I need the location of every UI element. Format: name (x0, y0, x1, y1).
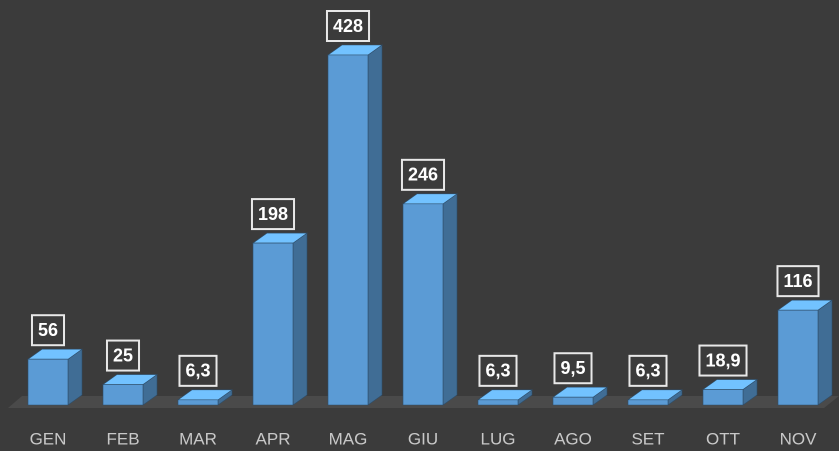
bar-front (477, 399, 519, 406)
value-label-box (30, 314, 66, 347)
x-tick-label: GIU (408, 429, 438, 448)
value-label-box (698, 344, 748, 377)
value-label: 9,5 (560, 358, 585, 378)
value-label: 6,3 (485, 361, 510, 381)
value-label: 428 (333, 16, 363, 36)
bar (552, 386, 608, 406)
bar (702, 378, 758, 406)
value-label-box (478, 354, 518, 387)
bar-front (102, 384, 144, 406)
x-tick-label: NOV (780, 429, 818, 448)
value-label: 6,3 (635, 361, 660, 381)
bar-front (402, 203, 444, 406)
bar (177, 389, 233, 406)
bar-front (177, 399, 219, 406)
value-label-box (400, 158, 446, 191)
value-label-box (628, 354, 668, 387)
value-label: 18,9 (705, 350, 740, 370)
bar-front (252, 242, 294, 406)
value-label-box (178, 354, 218, 387)
x-tick-label: SET (631, 429, 664, 448)
value-label: 198 (258, 204, 288, 224)
x-tick-label: FEB (106, 429, 139, 448)
bar (627, 389, 683, 406)
bar (27, 348, 83, 406)
value-label: 6,3 (185, 361, 210, 381)
bar (402, 193, 458, 406)
bar-front (327, 54, 369, 406)
value-label: 25 (113, 345, 133, 365)
x-tick-label: MAG (329, 429, 368, 448)
bar-side (817, 299, 833, 406)
bar-front (27, 358, 69, 406)
bar-front (777, 309, 819, 406)
x-tick-label: APR (256, 429, 291, 448)
bar-side (292, 232, 308, 406)
bar-front (702, 389, 744, 406)
value-label: 246 (408, 165, 438, 185)
value-label-box (105, 339, 141, 372)
bar-front (627, 399, 669, 406)
bar (777, 299, 833, 406)
value-label-box (325, 10, 371, 42)
bar (252, 232, 308, 406)
bar (102, 373, 158, 406)
value-label-box (776, 265, 820, 298)
bar-front (552, 396, 594, 406)
x-tick-label: GEN (30, 429, 67, 448)
value-label: 56 (38, 320, 58, 340)
value-label-box (553, 352, 593, 385)
x-tick-label: AGO (554, 429, 592, 448)
bar-side (367, 44, 383, 406)
bar (477, 389, 533, 406)
x-tick-label: OTT (706, 429, 740, 448)
bar-side (442, 193, 458, 406)
x-tick-label: MAR (179, 429, 217, 448)
x-tick-label: LUG (481, 429, 516, 448)
value-label-box (250, 198, 296, 231)
value-label: 116 (783, 271, 812, 291)
bar (327, 44, 383, 406)
